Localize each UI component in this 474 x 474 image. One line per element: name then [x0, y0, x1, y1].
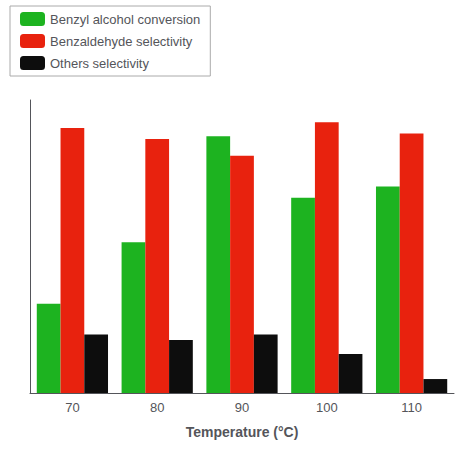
svg-text:Temperature (°C): Temperature (°C): [186, 424, 299, 440]
svg-text:Benzyl alcohol conversion: Benzyl alcohol conversion: [50, 12, 200, 27]
svg-text:70: 70: [65, 400, 79, 415]
svg-text:80: 80: [150, 400, 164, 415]
svg-text:Benzaldehyde selectivity: Benzaldehyde selectivity: [50, 34, 193, 49]
svg-text:90: 90: [235, 400, 249, 415]
svg-text:100: 100: [316, 400, 338, 415]
svg-text:110: 110: [401, 400, 422, 415]
svg-text:Others selectivity: Others selectivity: [50, 56, 149, 71]
